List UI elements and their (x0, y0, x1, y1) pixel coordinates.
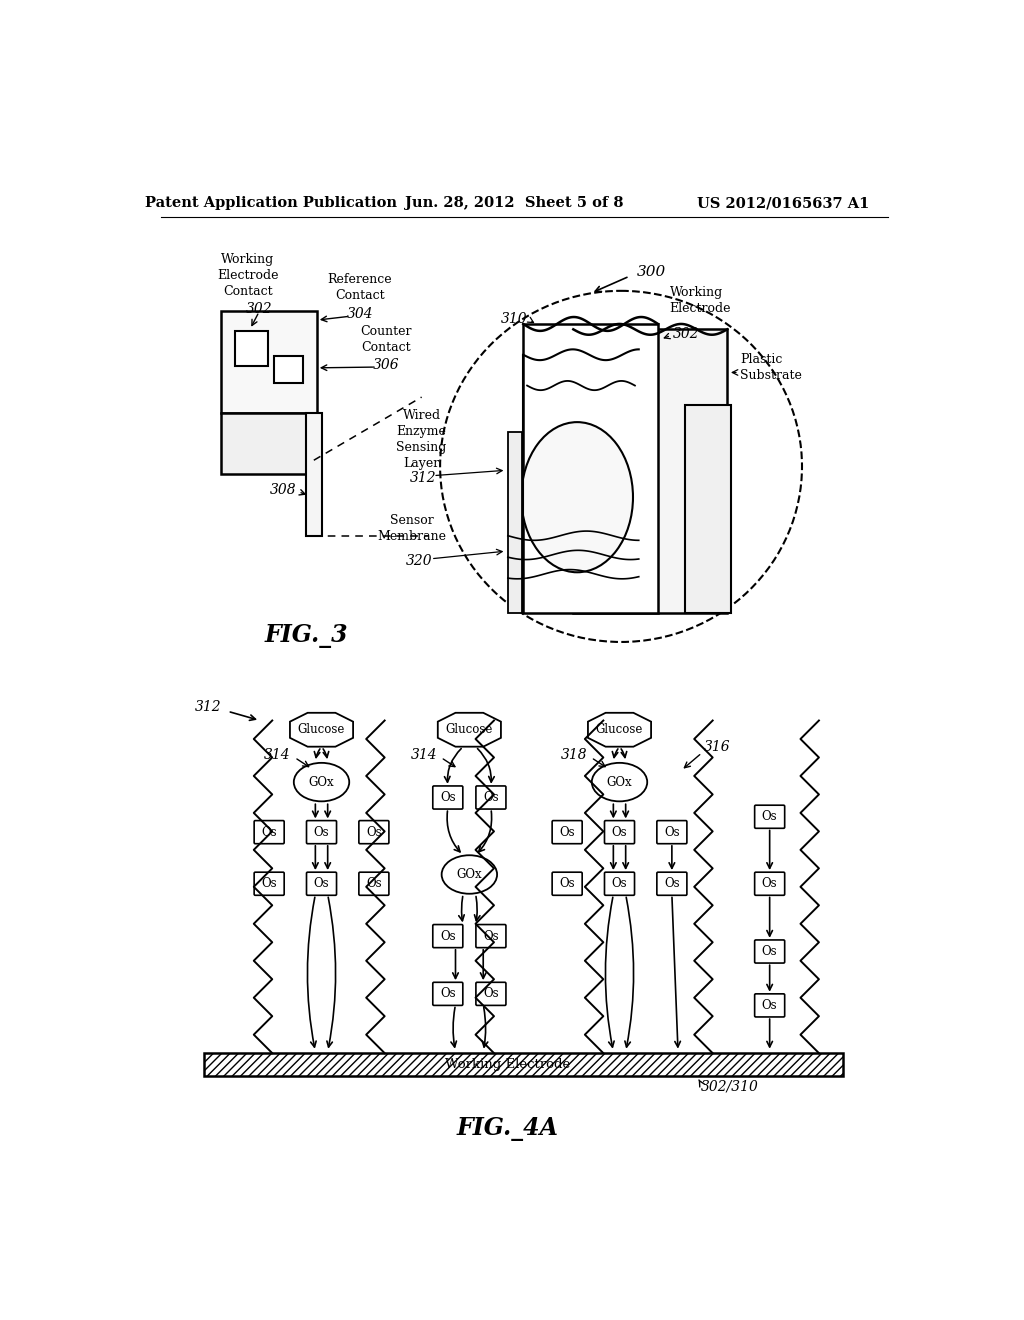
Text: 308: 308 (269, 483, 296, 496)
Text: Os: Os (261, 878, 276, 890)
Text: Os: Os (366, 825, 382, 838)
Text: Glucose: Glucose (596, 723, 643, 737)
FancyBboxPatch shape (755, 940, 784, 964)
Ellipse shape (592, 763, 647, 801)
Text: Os: Os (440, 987, 456, 1001)
Text: Counter
Contact: Counter Contact (360, 325, 412, 354)
Text: 302: 302 (673, 327, 699, 341)
Text: Glucose: Glucose (298, 723, 345, 737)
Text: Os: Os (559, 825, 574, 838)
Text: Working Electrode: Working Electrode (445, 1059, 570, 1072)
Text: Os: Os (762, 999, 777, 1012)
Text: 314: 314 (411, 748, 437, 762)
Text: 318: 318 (560, 748, 587, 762)
Polygon shape (221, 412, 316, 474)
Text: 306: 306 (373, 358, 399, 372)
Text: 312: 312 (195, 700, 221, 714)
FancyBboxPatch shape (656, 821, 687, 843)
Text: 312: 312 (410, 471, 436, 484)
Polygon shape (290, 713, 353, 747)
Text: Glucose: Glucose (445, 723, 493, 737)
Text: Working
Electrode
Contact: Working Electrode Contact (217, 253, 279, 298)
Text: Os: Os (611, 878, 628, 890)
Ellipse shape (294, 763, 349, 801)
FancyBboxPatch shape (433, 982, 463, 1006)
Text: Working
Electrode: Working Electrode (670, 286, 731, 315)
FancyBboxPatch shape (358, 821, 389, 843)
FancyBboxPatch shape (552, 873, 583, 895)
Bar (273, 355, 303, 383)
Text: GOx: GOx (457, 869, 482, 880)
Text: 320: 320 (406, 554, 432, 568)
Bar (685, 405, 731, 612)
FancyBboxPatch shape (552, 821, 583, 843)
FancyBboxPatch shape (656, 873, 687, 895)
Text: 302: 302 (246, 302, 272, 317)
Text: 310: 310 (502, 312, 528, 326)
Text: GOx: GOx (606, 776, 633, 788)
Text: Plastic
Substrate: Plastic Substrate (740, 354, 802, 383)
FancyBboxPatch shape (358, 873, 389, 895)
Text: 304: 304 (347, 308, 374, 321)
Text: Os: Os (483, 929, 499, 942)
FancyBboxPatch shape (306, 821, 337, 843)
FancyBboxPatch shape (254, 821, 285, 843)
Text: 314: 314 (264, 748, 291, 762)
Text: Os: Os (611, 825, 628, 838)
Text: GOx: GOx (308, 776, 334, 788)
Text: Os: Os (313, 825, 330, 838)
FancyBboxPatch shape (604, 821, 635, 843)
FancyBboxPatch shape (254, 873, 285, 895)
Text: Os: Os (366, 878, 382, 890)
Polygon shape (588, 713, 651, 747)
Ellipse shape (441, 855, 497, 894)
Text: Jun. 28, 2012  Sheet 5 of 8: Jun. 28, 2012 Sheet 5 of 8 (404, 197, 624, 210)
Text: Os: Os (483, 791, 499, 804)
Text: Os: Os (762, 810, 777, 824)
Polygon shape (306, 412, 322, 536)
Text: Reference
Contact: Reference Contact (328, 273, 392, 302)
FancyBboxPatch shape (476, 924, 506, 948)
FancyBboxPatch shape (476, 982, 506, 1006)
Text: Wired
Enzyme
Sensing
Layer: Wired Enzyme Sensing Layer (396, 409, 446, 470)
FancyBboxPatch shape (604, 873, 635, 895)
Text: Os: Os (559, 878, 574, 890)
FancyBboxPatch shape (433, 785, 463, 809)
Text: FIG._4A: FIG._4A (457, 1117, 559, 1140)
FancyBboxPatch shape (476, 785, 506, 809)
Text: Os: Os (483, 987, 499, 1001)
Text: Os: Os (261, 825, 276, 838)
Text: Os: Os (440, 791, 456, 804)
Bar (523, 323, 658, 612)
Bar (573, 330, 727, 612)
Ellipse shape (521, 422, 633, 573)
Bar (204, 1053, 843, 1076)
Polygon shape (221, 312, 316, 412)
Text: Os: Os (664, 825, 680, 838)
Text: 302/310: 302/310 (700, 1080, 758, 1093)
Polygon shape (508, 432, 521, 612)
FancyBboxPatch shape (755, 994, 784, 1016)
Text: Patent Application Publication: Patent Application Publication (145, 197, 397, 210)
Text: Os: Os (762, 945, 777, 958)
Text: Os: Os (762, 878, 777, 890)
Text: FIG._3: FIG._3 (264, 624, 348, 648)
Text: Os: Os (664, 878, 680, 890)
FancyBboxPatch shape (755, 873, 784, 895)
Text: Os: Os (440, 929, 456, 942)
Text: Sensor
Membrane: Sensor Membrane (377, 513, 446, 543)
Bar (236, 331, 267, 367)
Text: Os: Os (313, 878, 330, 890)
FancyBboxPatch shape (755, 805, 784, 829)
Polygon shape (438, 713, 501, 747)
Text: 300: 300 (637, 265, 667, 280)
Text: US 2012/0165637 A1: US 2012/0165637 A1 (697, 197, 869, 210)
Text: 316: 316 (705, 741, 731, 755)
FancyBboxPatch shape (433, 924, 463, 948)
FancyBboxPatch shape (306, 873, 337, 895)
